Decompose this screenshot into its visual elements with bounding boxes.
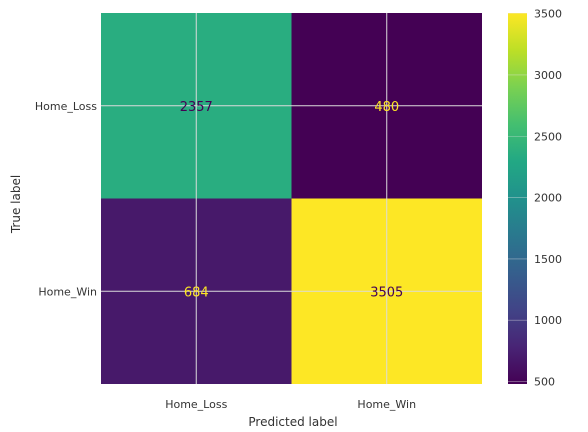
colorbar-tick-label: 3000 <box>534 69 562 82</box>
cell-value-label: 3505 <box>370 285 403 300</box>
x-tick-label: Home_Loss <box>165 398 227 411</box>
cell-value-label: 480 <box>374 100 399 115</box>
colorbar: 500 1000 1500 2000 2500 3000 3500 <box>508 8 562 389</box>
cell-value-labels: 2357 480 684 3505 <box>180 100 404 301</box>
colorbar-tick-label: 2000 <box>534 192 562 205</box>
heatmap-cells <box>101 13 482 384</box>
cell-value-label: 2357 <box>180 100 213 115</box>
y-tick-label: Home_Win <box>38 285 97 298</box>
y-axis-label: True label <box>9 175 23 234</box>
colorbar-tick-label: 2500 <box>534 130 562 143</box>
x-axis-label: Predicted label <box>248 415 337 429</box>
heatmap-grid <box>101 13 482 384</box>
y-tick-label: Home_Loss <box>35 100 97 113</box>
colorbar-tick-label: 1000 <box>534 314 562 327</box>
x-tick-label: Home_Win <box>357 398 416 411</box>
colorbar-tick-label: 1500 <box>534 253 562 266</box>
cell-value-label: 684 <box>184 285 209 300</box>
colorbar-tick-label: 500 <box>534 376 555 389</box>
colorbar-ticks: 500 1000 1500 2000 2500 3000 3500 <box>508 8 562 389</box>
colorbar-tick-label: 3500 <box>534 8 562 21</box>
colorbar-gradient <box>508 13 527 384</box>
axis-ticks: Home_Loss Home_Win Home_Loss Home_Win <box>35 100 416 411</box>
